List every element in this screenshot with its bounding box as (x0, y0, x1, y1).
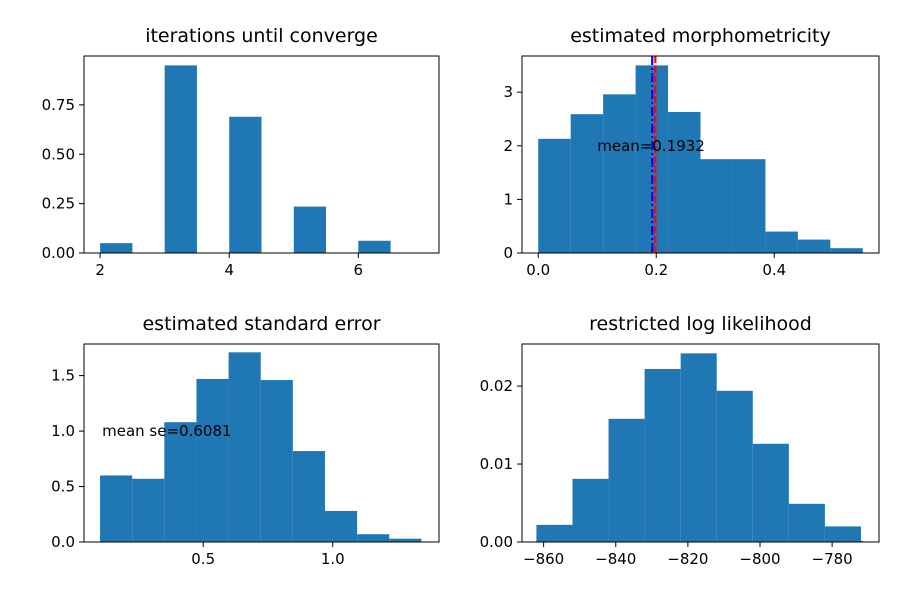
x-tick-label: 4 (224, 261, 234, 279)
histogram-bar (324, 510, 358, 542)
histogram-bar (293, 206, 327, 253)
histogram-bar (100, 243, 133, 253)
histogram-bar (100, 475, 133, 542)
y-tick-label: 3 (503, 83, 513, 101)
y-tick-label: 0.00 (480, 533, 513, 551)
histogram-bar (292, 451, 325, 542)
y-tick-label: 2 (503, 137, 513, 155)
histogram-bar (830, 248, 863, 253)
histogram-bar (797, 239, 831, 253)
panel-standard_error: mean se=0.6081 0.5 1.0 0.0 0.5 1.0 1.5 estimate… (51, 313, 440, 568)
histogram-bar (732, 159, 766, 253)
x-tick-label: −860 (523, 550, 564, 568)
panel-morphometricity: mean=0.1932 0.0 0.2 0.4 0 1 2 3 estimated morpho… (503, 25, 880, 279)
x-tick-label: 0.2 (644, 261, 668, 279)
y-tick-label: 1.5 (51, 367, 75, 385)
histogram-bar (570, 114, 604, 254)
y-tick-label: 0.25 (42, 195, 75, 213)
x-tick-label: −840 (595, 550, 636, 568)
y-tick-label: 0.5 (51, 478, 75, 496)
panel-title: iterations until converge (145, 25, 378, 47)
histogram-bar (644, 368, 681, 542)
histogram-bar (228, 352, 261, 542)
x-tick-label: 0.5 (191, 550, 215, 568)
panel-log_likelihood: −860 −840 −820 −800 −780 0.00 0.01 0.02 restrict… (480, 313, 880, 568)
histogram-bar (358, 240, 391, 253)
histogram-bar (765, 231, 798, 253)
x-tick-label: 0.4 (762, 261, 786, 279)
y-tick-label: 0.50 (42, 145, 75, 163)
histogram-bar (860, 540, 863, 542)
y-tick-label: 0.75 (42, 96, 75, 114)
panel-iterations: 2 4 6 0.00 0.25 0.50 0.75 iterations until conv… (42, 25, 440, 279)
annotation-text: mean=0.1932 (597, 137, 705, 155)
y-tick-label: 0 (503, 244, 513, 262)
histogram-bar (603, 94, 636, 254)
histogram-bar (357, 534, 390, 542)
histogram-bar (229, 116, 262, 253)
axes-frame (521, 55, 880, 254)
y-tick-label: 0.0 (51, 533, 75, 551)
histogram-bar (700, 159, 733, 253)
y-tick-label: 0.01 (480, 455, 513, 473)
histogram-bar (389, 538, 422, 542)
y-tick-label: 1.0 (51, 422, 75, 440)
x-tick-label: 1.0 (321, 550, 345, 568)
histogram-bar (572, 478, 609, 542)
x-tick-label: 0.0 (526, 261, 550, 279)
histogram-bar (164, 65, 197, 253)
histogram-bar (164, 422, 197, 542)
histogram-bar (752, 443, 789, 542)
panel-title: restricted log likelihood (589, 313, 812, 335)
panel-title: estimated standard error (142, 313, 380, 335)
histogram-bar (260, 380, 293, 542)
x-tick-label: −780 (812, 550, 853, 568)
y-tick-label: 0.02 (480, 377, 513, 395)
x-tick-label: −820 (667, 550, 708, 568)
x-tick-label: 6 (354, 261, 364, 279)
annotation-text: mean se=0.6081 (102, 422, 231, 440)
axes-frame (83, 343, 440, 543)
x-tick-label: −800 (739, 550, 780, 568)
histogram-bar (824, 526, 861, 542)
axes-frame (521, 343, 880, 543)
histogram-bar (668, 112, 701, 253)
x-tick-label: 2 (95, 261, 105, 279)
panel-title: estimated morphometricity (570, 25, 831, 47)
histogram-bar (680, 353, 717, 542)
y-tick-label: 1 (503, 190, 513, 208)
histogram-bar (536, 524, 573, 542)
y-tick-label: 0.00 (42, 244, 75, 262)
histogram-bar (608, 418, 645, 542)
histogram-bar (196, 378, 229, 542)
histogram-bar (132, 478, 165, 542)
histogram-bar (538, 138, 571, 253)
histogram-bar (788, 503, 825, 542)
histogram-bar (716, 390, 753, 542)
